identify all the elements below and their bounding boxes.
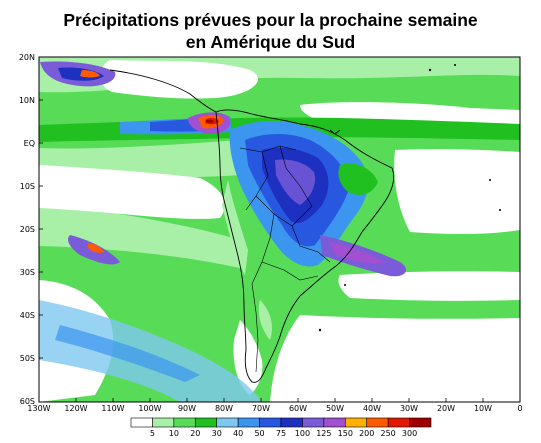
lat-label: 40S [20, 311, 35, 320]
colorbar-label: 40 [233, 429, 243, 438]
lon-label: 90W [178, 404, 196, 413]
colorbar-swatch [344, 417, 368, 428]
lat-label: 20N [19, 53, 35, 62]
colorbar-swatch [409, 417, 432, 428]
lat-label: 10N [19, 96, 35, 105]
lat-label: 10S [20, 182, 35, 191]
colorbar-label: 250 [381, 429, 396, 438]
lat-label: 60S [20, 397, 35, 406]
coastlines [109, 69, 395, 383]
lon-label: 70W [252, 404, 270, 413]
colorbar-label: 20 [190, 429, 200, 438]
latitude-ticks [39, 99, 43, 359]
colorbar [130, 417, 432, 428]
colorbar-swatch [259, 417, 282, 428]
lon-label: 120W [64, 404, 87, 413]
colorbar-label: 50 [254, 429, 264, 438]
colorbar-label: 75 [276, 429, 286, 438]
lon-label: 50W [326, 404, 344, 413]
lon-label: 110W [101, 404, 124, 413]
longitude-ticks [75, 398, 484, 402]
lon-label: 100W [138, 404, 161, 413]
lat-label: EQ [24, 139, 35, 148]
colorbar-label: 5 [150, 429, 155, 438]
lat-label: 50S [20, 354, 35, 363]
lon-label: 0 [517, 404, 522, 413]
dry-zone-southeast-pacific [39, 165, 225, 219]
colorbar-swatch [130, 417, 153, 428]
map-frame [38, 56, 521, 403]
colorbar-swatch [387, 417, 410, 428]
lat-label: 20S [20, 225, 35, 234]
lon-label: 10W [474, 404, 492, 413]
lon-label: 20W [437, 404, 455, 413]
colorbar-label: 150 [338, 429, 353, 438]
colorbar-label: 125 [316, 429, 331, 438]
colorbar-swatch [194, 417, 218, 428]
colorbar-swatch [173, 417, 196, 428]
lon-label: 40W [363, 404, 381, 413]
colorbar-swatch [280, 417, 303, 428]
lon-label: 80W [215, 404, 233, 413]
map-title-line-1: Précipitations prévues pour la prochaine… [63, 10, 478, 30]
precipitation-field [39, 57, 520, 402]
colorbar-swatch [152, 417, 175, 428]
islands [318, 64, 501, 332]
dry-zone-caribbean [100, 60, 258, 99]
country-borders [239, 145, 331, 373]
lon-label: 60W [289, 404, 307, 413]
colorbar-label: 100 [295, 429, 310, 438]
dry-zone-argentine-sea [338, 271, 520, 301]
map-title-line-2: en Amérique du Sud [185, 32, 356, 52]
colorbar-labels: 5 10 20 30 40 50 75 100 125 150 200 250 300 [150, 429, 417, 438]
colorbar-label: 300 [402, 429, 417, 438]
lat-label: 30S [20, 268, 35, 277]
latitude-axis: 20N 10N EQ 10S 20S 30S 40S 50S 60S [19, 53, 35, 406]
colorbar-swatch [323, 417, 346, 428]
lon-label: 30W [400, 404, 418, 413]
colorbar-label: 10 [169, 429, 179, 438]
lon-label: 130W [27, 404, 50, 413]
colorbar-swatch [216, 417, 239, 428]
colorbar-swatch [302, 417, 325, 428]
colorbar-swatch [366, 417, 389, 428]
colorbar-swatch [237, 417, 260, 428]
colorbar-label: 30 [212, 429, 222, 438]
colorbar-label: 200 [359, 429, 374, 438]
dry-zone-south-atlantic-far [270, 315, 520, 402]
longitude-axis: 130W 120W 110W 100W 90W 80W 70W 60W 50W 40W 30W 20W… [27, 404, 522, 413]
dry-zone-south-atlantic [394, 149, 520, 234]
